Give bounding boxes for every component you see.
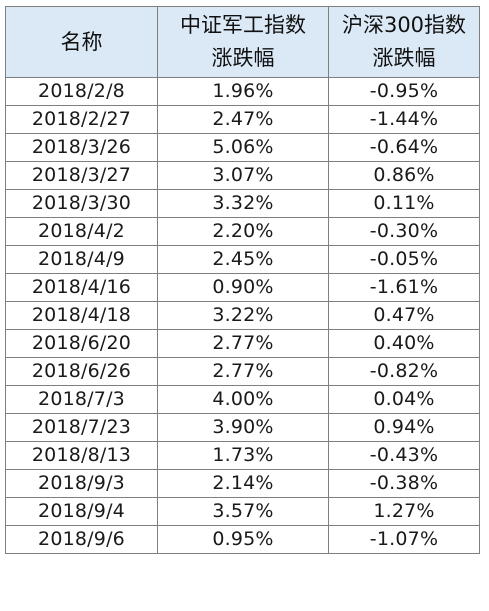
- header-csi300-title: 沪深300指数: [341, 13, 467, 37]
- csi300-change-cell: -1.07%: [328, 525, 480, 554]
- table-row: 2018/9/6 0.95% -1.07%: [5, 525, 480, 554]
- military-index-change-cell: 3.90%: [157, 413, 329, 442]
- date-cell: 2018/6/26: [5, 357, 158, 386]
- csi300-change-cell: -0.95%: [328, 77, 480, 106]
- csi300-change-cell: 0.94%: [328, 413, 480, 442]
- table-row: 2018/4/18 3.22% 0.47%: [5, 301, 480, 330]
- table-row: 2018/7/3 4.00% 0.04%: [5, 385, 480, 414]
- military-index-change-cell: 3.57%: [157, 497, 329, 526]
- date-cell: 2018/2/8: [5, 77, 158, 106]
- military-index-change-cell: 3.32%: [157, 189, 329, 218]
- csi300-change-cell: -0.64%: [328, 133, 480, 162]
- table-row: 2018/6/20 2.77% 0.40%: [5, 329, 480, 358]
- csi300-change-cell: 0.04%: [328, 385, 480, 414]
- table-row: 2018/3/30 3.32% 0.11%: [5, 189, 480, 218]
- military-index-change-cell: 2.77%: [157, 329, 329, 358]
- date-cell: 2018/4/18: [5, 301, 158, 330]
- header-military-index-title: 中证军工指数: [180, 13, 306, 37]
- table-row: 2018/7/23 3.90% 0.94%: [5, 413, 480, 442]
- military-index-change-cell: 1.73%: [157, 441, 329, 470]
- table-row: 2018/4/16 0.90% -1.61%: [5, 273, 480, 302]
- csi300-change-cell: 0.11%: [328, 189, 480, 218]
- csi300-change-cell: 1.27%: [328, 497, 480, 526]
- table-row: 2018/6/26 2.77% -0.82%: [5, 357, 480, 386]
- date-cell: 2018/9/6: [5, 525, 158, 554]
- csi300-change-cell: -0.38%: [328, 469, 480, 498]
- date-cell: 2018/6/20: [5, 329, 158, 358]
- date-cell: 2018/8/13: [5, 441, 158, 470]
- military-index-change-cell: 2.47%: [157, 105, 329, 134]
- date-cell: 2018/4/2: [5, 217, 158, 246]
- table-row: 2018/4/9 2.45% -0.05%: [5, 245, 480, 274]
- table-row: 2018/3/26 5.06% -0.64%: [5, 133, 480, 162]
- military-index-change-cell: 2.45%: [157, 245, 329, 274]
- military-index-change-cell: 2.20%: [157, 217, 329, 246]
- table-body: 2018/2/8 1.96% -0.95% 2018/2/27 2.47% -1.44% 2…: [5, 77, 480, 554]
- date-cell: 2018/4/9: [5, 245, 158, 274]
- date-cell: 2018/3/27: [5, 161, 158, 190]
- csi300-change-cell: -0.82%: [328, 357, 480, 386]
- header-row: 名称 中证军工指数 涨跌幅 沪深300指数 涨跌幅: [5, 6, 480, 78]
- csi300-change-cell: 0.40%: [328, 329, 480, 358]
- military-index-change-cell: 0.95%: [157, 525, 329, 554]
- csi300-change-cell: -1.44%: [328, 105, 480, 134]
- table-row: 2018/9/4 3.57% 1.27%: [5, 497, 480, 526]
- header-csi300-change: 沪深300指数 涨跌幅: [328, 6, 480, 78]
- table-row: 2018/2/8 1.96% -0.95%: [5, 77, 480, 106]
- header-name-label: 名称: [60, 29, 103, 54]
- header-name: 名称: [5, 6, 158, 78]
- header-military-index-change: 中证军工指数 涨跌幅: [157, 6, 329, 78]
- table-row: 2018/9/3 2.14% -0.38%: [5, 469, 480, 498]
- table-row: 2018/3/27 3.07% 0.86%: [5, 161, 480, 190]
- date-cell: 2018/3/26: [5, 133, 158, 162]
- header-military-index-subtitle: 涨跌幅: [211, 46, 275, 70]
- military-index-change-cell: 0.90%: [157, 273, 329, 302]
- date-cell: 2018/9/3: [5, 469, 158, 498]
- table-row: 2018/2/27 2.47% -1.44%: [5, 105, 480, 134]
- csi300-change-cell: 0.86%: [328, 161, 480, 190]
- military-index-change-cell: 4.00%: [157, 385, 329, 414]
- csi300-change-cell: -0.05%: [328, 245, 480, 274]
- military-index-change-cell: 3.22%: [157, 301, 329, 330]
- csi300-change-cell: -1.61%: [328, 273, 480, 302]
- header-csi300-subtitle: 涨跌幅: [372, 46, 436, 70]
- date-cell: 2018/4/16: [5, 273, 158, 302]
- military-index-change-cell: 2.14%: [157, 469, 329, 498]
- date-cell: 2018/7/3: [5, 385, 158, 414]
- date-cell: 2018/2/27: [5, 105, 158, 134]
- date-cell: 2018/3/30: [5, 189, 158, 218]
- comparison-table: 名称 中证军工指数 涨跌幅 沪深300指数 涨跌幅 2018/2/8 1.96% -…: [5, 6, 480, 554]
- military-index-change-cell: 1.96%: [157, 77, 329, 106]
- military-index-change-cell: 5.06%: [157, 133, 329, 162]
- table-row: 2018/8/13 1.73% -0.43%: [5, 441, 480, 470]
- csi300-change-cell: 0.47%: [328, 301, 480, 330]
- csi300-change-cell: -0.43%: [328, 441, 480, 470]
- military-index-change-cell: 2.77%: [157, 357, 329, 386]
- csi300-change-cell: -0.30%: [328, 217, 480, 246]
- table-header: 名称 中证军工指数 涨跌幅 沪深300指数 涨跌幅: [5, 6, 480, 78]
- military-index-change-cell: 3.07%: [157, 161, 329, 190]
- date-cell: 2018/9/4: [5, 497, 158, 526]
- table-row: 2018/4/2 2.20% -0.30%: [5, 217, 480, 246]
- date-cell: 2018/7/23: [5, 413, 158, 442]
